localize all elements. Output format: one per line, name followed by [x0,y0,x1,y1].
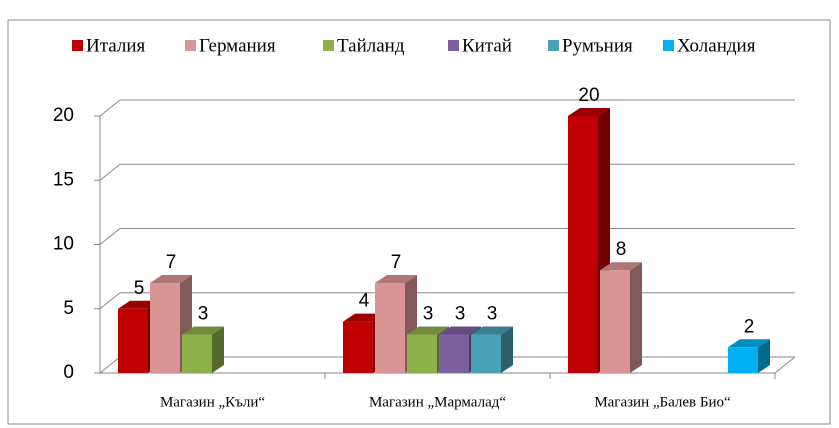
legend-label: Италия [86,35,146,56]
bar-top [150,275,192,284]
y-tick-label: 15 [53,169,74,190]
bar-top [182,326,224,335]
grid-line-side [99,163,121,181]
bar-top [439,326,481,335]
legend-swatch [663,40,674,51]
bar-top [375,275,417,284]
x-tick-label: Магазин „Мармалад“ [369,394,506,410]
data-label: 3 [455,303,466,324]
bar [343,321,373,373]
legend-label: Китай [462,35,512,56]
y-tick-label: 0 [63,362,74,383]
legend-swatch [72,40,83,51]
data-label: 20 [578,85,599,106]
bar-top [471,326,513,335]
y-tick-label: 20 [53,105,74,126]
bar-top [118,300,160,309]
bar-side [758,339,770,373]
legend-swatch [548,40,559,51]
grid-line-side [99,356,121,374]
bar [150,283,180,373]
legend-label: Германия [199,35,276,56]
bar [182,334,212,373]
data-label: 4 [359,291,370,312]
grid-line-side [99,292,121,310]
legend-swatch [185,40,196,51]
bar-top [600,262,642,271]
bar-side [630,262,642,373]
bar [375,283,405,373]
bar-top [728,339,770,348]
bar-top [568,108,610,116]
data-label: 3 [423,303,434,324]
bar-top [407,326,449,335]
bar [439,334,469,373]
data-label: 3 [487,303,498,324]
legend-label: Холандия [677,35,756,56]
legend-label: Румъния [562,35,633,56]
data-label: 2 [744,316,755,337]
data-label: 7 [391,252,402,273]
data-label: 7 [166,252,177,273]
y-tick-label: 10 [53,234,74,255]
bar [118,308,148,373]
data-label: 8 [616,239,627,260]
bar-side [501,326,513,373]
bar [728,347,758,373]
bar [471,334,501,373]
data-label: 3 [198,303,209,324]
x-tick-label: Магазин „Къли“ [160,394,265,410]
bar [407,334,437,373]
data-label: 5 [134,278,145,299]
legend-swatch [323,40,334,51]
grid-line-side [99,99,121,117]
legend-label: Тайланд [337,35,405,56]
bar [568,116,598,373]
bar-top [343,313,385,322]
legend-swatch [448,40,459,51]
bar [600,270,630,373]
x-tick-label: Магазин „Балев Био“ [594,394,731,410]
bar-side [212,326,224,373]
grid-line-side [99,228,121,245]
y-tick-label: 5 [63,298,74,319]
